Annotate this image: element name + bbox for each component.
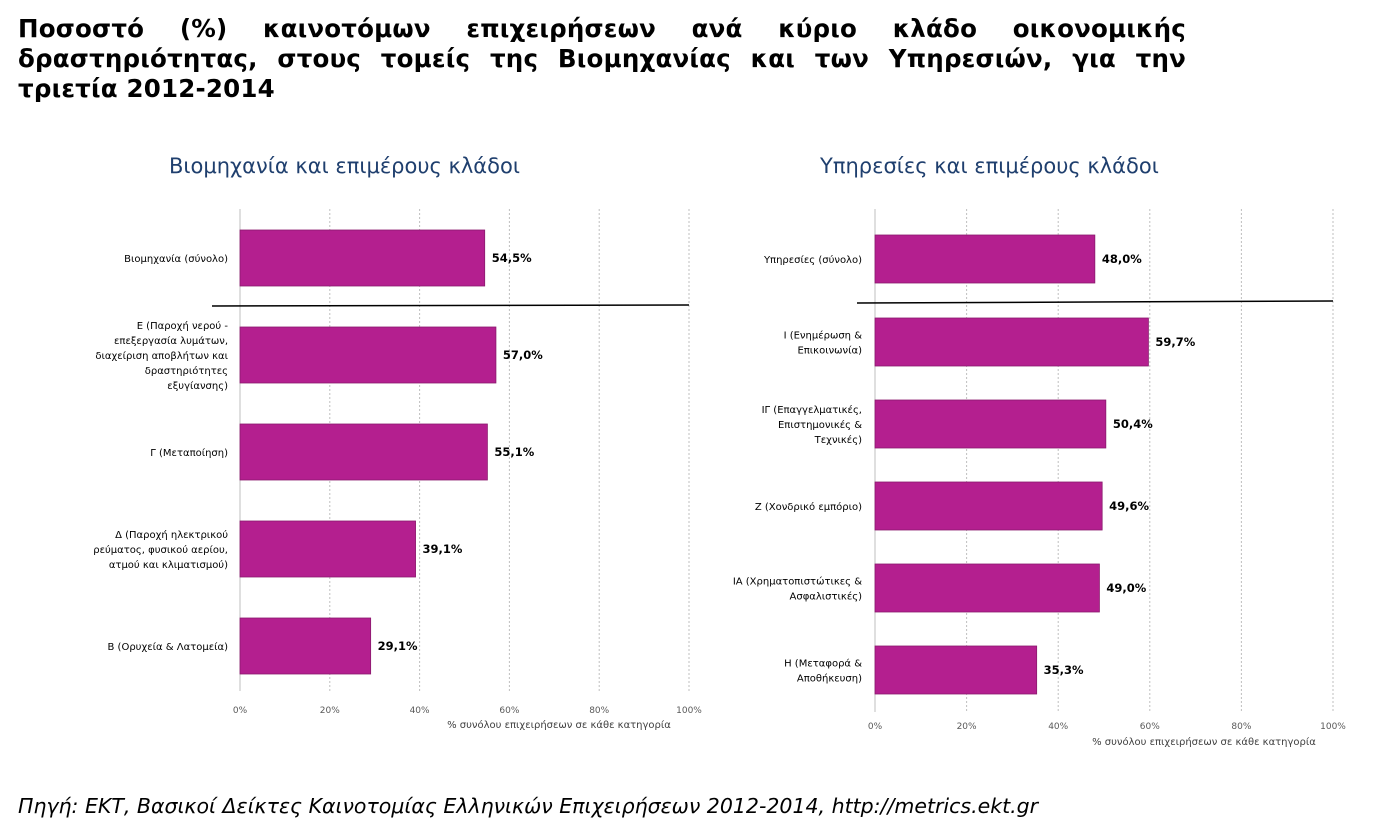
industry-tick-label: 0% — [233, 706, 248, 716]
industry-category-label: Β (Ορυχεία & Λατομεία) — [108, 641, 229, 653]
services-category-label: Ζ (Χονδρικό εμπόριο) — [755, 501, 862, 513]
services-category-label: Υπηρεσίες (σύνολο) — [763, 254, 862, 266]
industry-tick-label: 100% — [676, 706, 702, 716]
industry-bar — [239, 617, 372, 675]
industry-tick-label: 40% — [410, 706, 430, 716]
services-bar — [874, 234, 1096, 284]
services-chart-title: Υπηρεσίες και επιμέρους κλάδοι — [820, 154, 1159, 178]
industry-category-label: Ε (Παροχή νερού -επεξεργασία λυμάτων, δια… — [95, 320, 228, 392]
services-value-label: 59,7% — [1155, 335, 1195, 349]
industry-value-label: 55,1% — [494, 445, 534, 459]
services-value-label: 50,4% — [1113, 417, 1153, 431]
services-value-label: 49,6% — [1109, 499, 1149, 513]
services-tick-label: 60% — [1140, 722, 1160, 732]
industry-separator-line — [211, 304, 690, 307]
services-category-label: ΙΓ (Επαγγελματικές, Επιστημονικές & Τεχνικ… — [762, 404, 863, 446]
industry-tick-label: 80% — [589, 706, 609, 716]
industry-value-label: 39,1% — [423, 542, 463, 556]
industry-bar — [239, 423, 488, 481]
services-bar — [874, 563, 1100, 613]
services-tick-label: 80% — [1231, 722, 1251, 732]
services-category-label: Η (Μεταφορά & Αποθήκευση) — [784, 658, 862, 685]
industry-bar — [239, 326, 497, 384]
services-separator-line — [856, 300, 1334, 304]
services-x-axis-label: % συνόλου επιχειρήσεων σε κάθε κατηγορία — [1092, 736, 1316, 748]
industry-bar — [239, 520, 416, 578]
services-value-label: 49,0% — [1106, 581, 1146, 595]
services-category-label: ΙΑ (Χρηματοπιστώτικες & Ασφαλιστικές) — [733, 576, 862, 603]
industry-category-label: Βιομηχανία (σύνολο) — [124, 253, 228, 265]
industry-tick-label: 20% — [320, 706, 340, 716]
services-value-label: 35,3% — [1044, 663, 1084, 677]
industry-value-label: 54,5% — [492, 251, 532, 265]
industry-chart-title: Βιομηχανία και επιμέρους κλάδοι — [169, 154, 520, 178]
services-bar — [874, 317, 1149, 367]
industry-x-axis-label: % συνόλου επιχειρήσεων σε κάθε κατηγορία — [447, 719, 671, 731]
services-tick-label: 0% — [868, 722, 883, 732]
page-title: Ποσοστό (%) καινοτόμων επιχειρήσεων ανά … — [18, 14, 1186, 103]
industry-value-label: 57,0% — [503, 348, 543, 362]
services-tick-label: 40% — [1048, 722, 1068, 732]
industry-bar — [239, 229, 486, 287]
industry-value-label: 29,1% — [378, 639, 418, 653]
services-tick-label: 20% — [957, 722, 977, 732]
services-bar — [874, 481, 1103, 531]
services-value-label: 48,0% — [1102, 252, 1142, 266]
services-bar — [874, 399, 1107, 449]
source-note: Πηγή: ΕΚΤ, Βασικοί Δείκτες Καινοτομίας Ε… — [18, 794, 1039, 818]
industry-category-label: Δ (Παροχή ηλεκτρικού ρεύματος, φυσικού αε… — [93, 529, 228, 571]
services-bar — [874, 645, 1038, 695]
services-tick-label: 100% — [1320, 722, 1346, 732]
industry-tick-label: 60% — [499, 706, 519, 716]
industry-category-label: Γ (Μεταποίηση) — [150, 447, 228, 459]
services-category-label: Ι (Ενημέρωση & Επικοινωνία) — [784, 330, 863, 357]
